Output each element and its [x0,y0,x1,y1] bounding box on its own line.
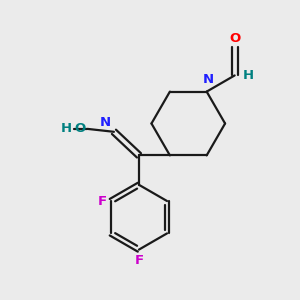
Text: N: N [202,73,214,86]
Text: H: H [61,122,72,135]
Text: N: N [99,116,110,130]
Text: O: O [229,32,240,44]
Text: O: O [75,122,86,135]
Text: F: F [134,254,143,267]
Text: F: F [98,194,106,208]
Text: H: H [243,69,254,82]
